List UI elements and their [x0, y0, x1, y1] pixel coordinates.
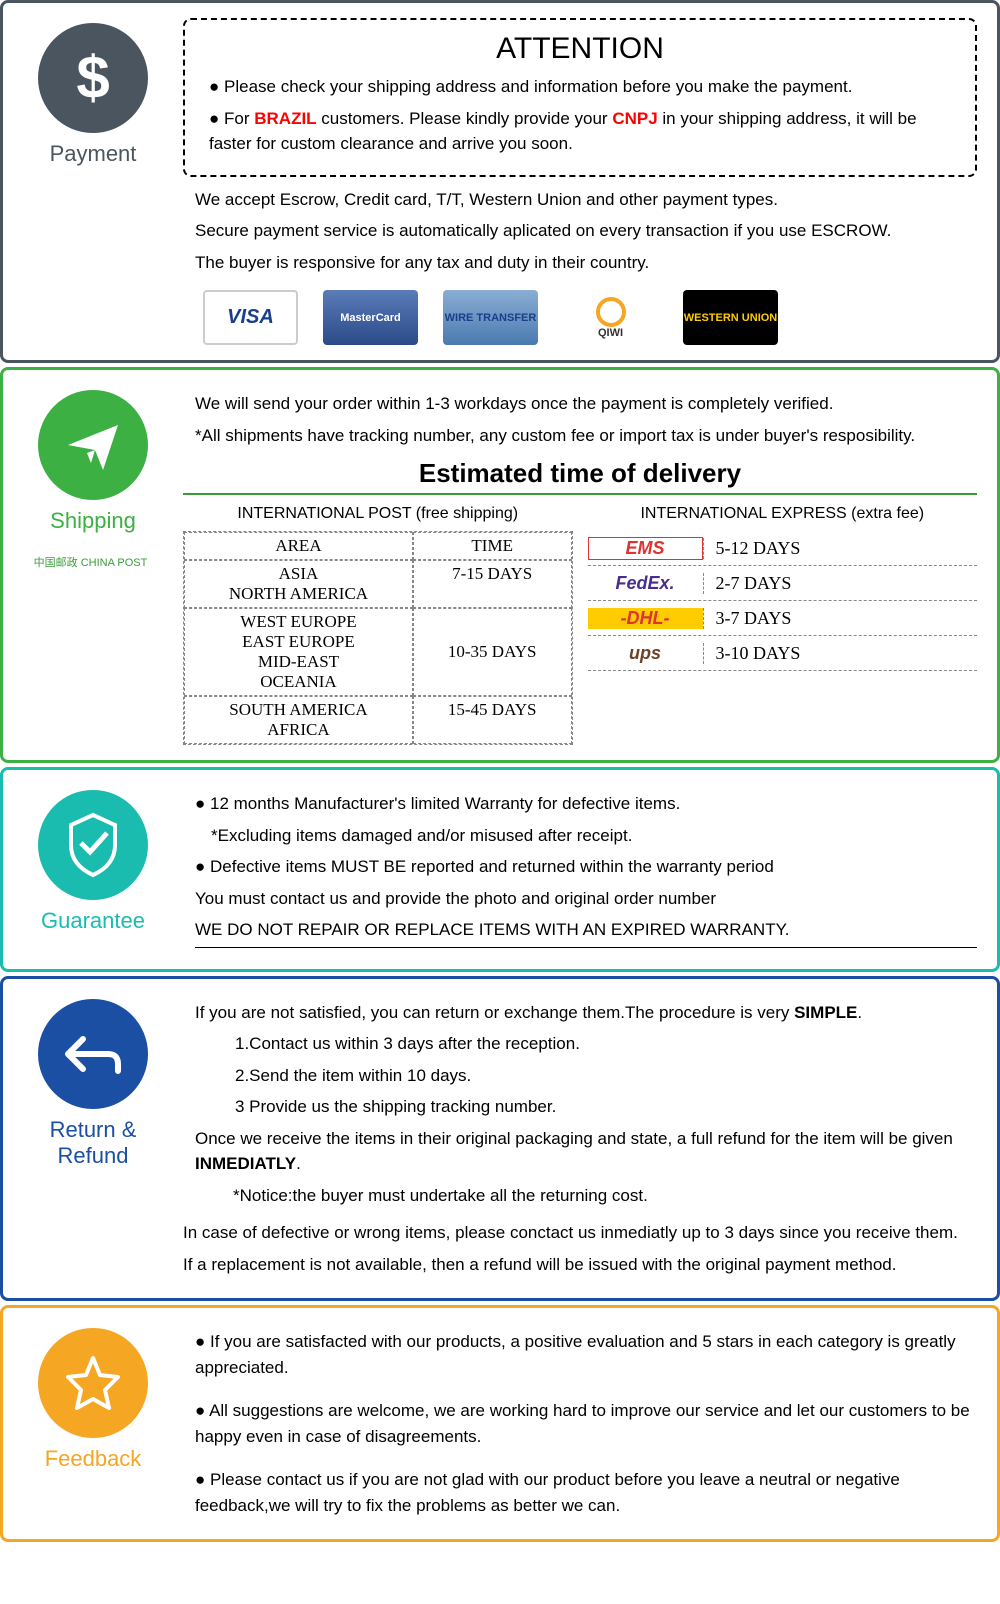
china-post-logo: 中国邮政 CHINA POST — [34, 554, 148, 570]
feedback-section: Feedback ● If you are satisfacted with o… — [0, 1305, 1000, 1542]
f-b2: ● All suggestions are welcome, we are wo… — [195, 1398, 977, 1449]
pay-info-3: The buyer is responsive for any tax and … — [195, 250, 977, 276]
ship-line-2: *All shipments have tracking number, any… — [195, 423, 977, 449]
delivery-title: Estimated time of delivery — [183, 458, 977, 495]
payment-content: ATTENTION ● Please check your shipping a… — [173, 13, 987, 350]
f-b3: ● Please contact us if you are not glad … — [195, 1467, 977, 1518]
payment-label: Payment — [50, 141, 137, 167]
express-header: INTERNATIONAL EXPRESS (extra fee) — [588, 505, 978, 523]
pay-info-2: Secure payment service is automatically … — [195, 218, 977, 244]
plane-icon — [38, 390, 148, 500]
r-s2: 2.Send the item within 10 days. — [235, 1063, 977, 1089]
r-refund: Once we receive the items in their origi… — [195, 1126, 977, 1177]
ship-line-1: We will send your order within 1-3 workd… — [195, 391, 977, 417]
ems-row: EMS5-12 DAYS — [588, 531, 978, 566]
r-intro: If you are not satisfied, you can return… — [195, 1000, 977, 1026]
g-sub-1: *Excluding items damaged and/or misused … — [211, 823, 977, 849]
return-arrow-icon — [38, 999, 148, 1109]
r-s3: 3 Provide us the shipping tracking numbe… — [235, 1094, 977, 1120]
guarantee-content: ● 12 months Manufacturer's limited Warra… — [173, 780, 987, 959]
pay-info-1: We accept Escrow, Credit card, T/T, West… — [195, 187, 977, 213]
r-s1: 1.Contact us within 3 days after the rec… — [235, 1031, 977, 1057]
attention-box: ATTENTION ● Please check your shipping a… — [183, 18, 977, 177]
guarantee-label: Guarantee — [41, 908, 145, 934]
g-line-2b: WE DO NOT REPAIR OR REPLACE ITEMS WITH A… — [195, 917, 977, 948]
attn1-text: Please check your shipping address and i… — [224, 77, 852, 96]
svg-text:$: $ — [76, 44, 109, 111]
shield-icon — [38, 790, 148, 900]
visa-badge: VISA — [203, 290, 298, 345]
dhl-row: -DHL-3-7 DAYS — [588, 601, 978, 636]
attention-title: ATTENTION — [197, 32, 963, 66]
return-content: If you are not satisfied, you can return… — [173, 989, 987, 1289]
shipping-label: Shipping — [50, 508, 136, 534]
wire-badge: WIRE TRANSFER — [443, 290, 538, 345]
feedback-content: ● If you are satisfacted with our produc… — [173, 1318, 987, 1529]
qiwi-badge: QIWI — [563, 290, 658, 345]
guarantee-section: Guarantee ● 12 months Manufacturer's lim… — [0, 767, 1000, 972]
shipping-content: We will send your order within 1-3 workd… — [173, 380, 987, 750]
feedback-label: Feedback — [45, 1446, 142, 1472]
feedback-icon-col: Feedback — [13, 1318, 173, 1529]
post-column: INTERNATIONAL POST (free shipping) AREAT… — [183, 505, 573, 745]
shipping-icon-col: Shipping 中国邮政 CHINA POST — [13, 380, 173, 750]
g-line-2a: You must contact us and provide the phot… — [195, 886, 977, 912]
return-label: Return & Refund — [23, 1117, 163, 1169]
payment-section: $ Payment ATTENTION ● Please check your … — [0, 0, 1000, 363]
g-bullet-2: ● Defective items MUST BE reported and r… — [195, 854, 977, 880]
ups-row: ups3-10 DAYS — [588, 636, 978, 671]
r-notice: *Notice:the buyer must undertake all the… — [233, 1183, 977, 1209]
f-b1: ● If you are satisfacted with our produc… — [195, 1329, 977, 1380]
shipping-section: Shipping 中国邮政 CHINA POST We will send yo… — [0, 367, 1000, 763]
star-icon — [38, 1328, 148, 1438]
post-table: AREATIME ASIANORTH AMERICA7-15 DAYS WEST… — [183, 531, 573, 745]
fedex-row: FedEx.2-7 DAYS — [588, 566, 978, 601]
r-d1: In case of defective or wrong items, ple… — [183, 1220, 977, 1246]
return-icon-col: Return & Refund — [13, 989, 173, 1289]
g-bullet-1: ● 12 months Manufacturer's limited Warra… — [195, 791, 977, 817]
express-column: INTERNATIONAL EXPRESS (extra fee) EMS5-1… — [588, 505, 978, 745]
guarantee-icon-col: Guarantee — [13, 780, 173, 959]
attention-bullet-1: ● Please check your shipping address and… — [209, 74, 963, 100]
express-table: EMS5-12 DAYS FedEx.2-7 DAYS -DHL-3-7 DAY… — [588, 531, 978, 671]
return-section: Return & Refund If you are not satisfied… — [0, 976, 1000, 1302]
wu-badge: WESTERN UNION — [683, 290, 778, 345]
dollar-icon: $ — [38, 23, 148, 133]
delivery-columns: INTERNATIONAL POST (free shipping) AREAT… — [183, 505, 977, 745]
post-header: INTERNATIONAL POST (free shipping) — [183, 505, 573, 523]
mastercard-badge: MasterCard — [323, 290, 418, 345]
r-d2: If a replacement is not available, then … — [183, 1252, 977, 1278]
payment-icon-col: $ Payment — [13, 13, 173, 350]
payment-badges: VISA MasterCard WIRE TRANSFER QIWI WESTE… — [183, 290, 977, 345]
attention-bullet-2: ● For BRAZIL customers. Please kindly pr… — [209, 106, 963, 157]
return-steps: 1.Contact us within 3 days after the rec… — [223, 1031, 977, 1120]
